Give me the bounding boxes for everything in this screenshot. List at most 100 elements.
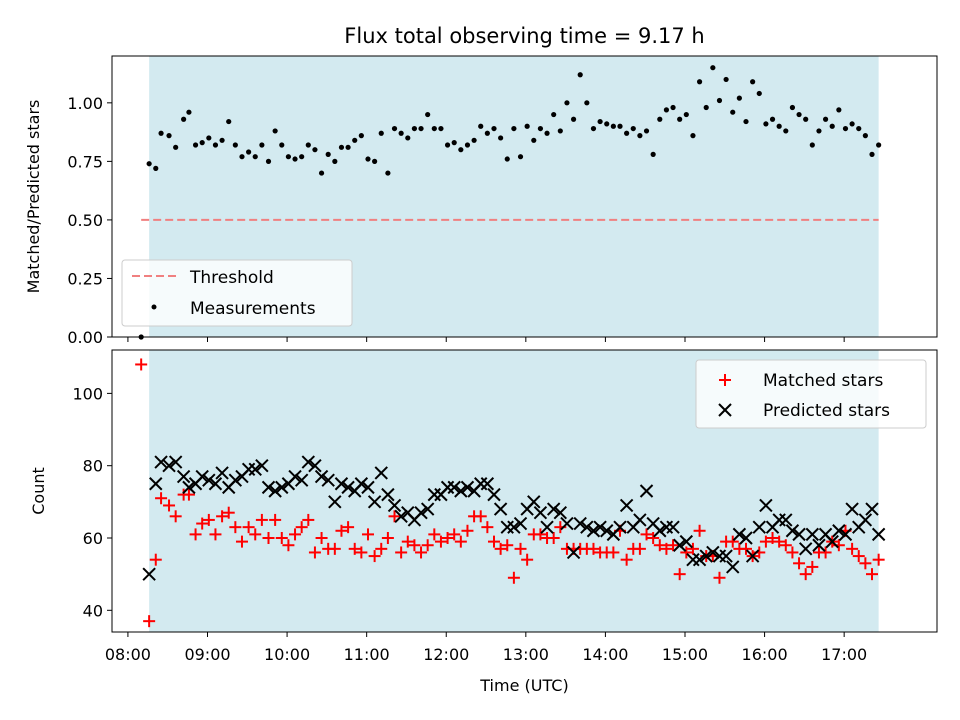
predicted-star-point bbox=[858, 513, 873, 527]
predicted-star-point bbox=[248, 462, 262, 477]
matched-star-point bbox=[202, 513, 215, 526]
measurement-point bbox=[517, 154, 524, 160]
measurement-point bbox=[723, 76, 729, 83]
predicted-star-point bbox=[294, 473, 309, 487]
measurement-point bbox=[657, 116, 663, 122]
measurement-point bbox=[146, 161, 152, 167]
predicted-star-point bbox=[228, 473, 243, 487]
measurement-point bbox=[584, 100, 590, 106]
measurement-point bbox=[259, 142, 265, 148]
ratio-axes-frame bbox=[111, 55, 938, 338]
matched-star-point bbox=[799, 568, 812, 581]
predicted-star-point bbox=[719, 549, 733, 563]
legend-threshold-label: Threshold bbox=[189, 268, 274, 288]
predicted-star-point bbox=[845, 502, 859, 516]
predicted-star-point bbox=[871, 527, 886, 542]
predicted-star-point bbox=[460, 480, 475, 495]
predicted-star-point bbox=[154, 455, 168, 469]
count-y-tick-label: 80 bbox=[83, 457, 103, 476]
count-panel: 40 60 80 100 08:00 09:00 10:00 11:00 12:00 13:00… bbox=[29, 349, 938, 695]
matched-star-point bbox=[209, 528, 222, 541]
matched-star-point bbox=[149, 553, 162, 566]
measurement-point bbox=[564, 100, 570, 106]
measurement-point bbox=[531, 137, 537, 143]
predicted-star-point bbox=[832, 524, 846, 538]
measurement-point bbox=[663, 107, 670, 113]
matched-star-point bbox=[494, 542, 507, 555]
predicted-star-point bbox=[208, 477, 223, 491]
matched-star-point bbox=[401, 535, 414, 548]
measurement-point bbox=[650, 151, 656, 157]
measurement-point bbox=[856, 125, 862, 132]
count-y-axis-label: Count bbox=[29, 467, 48, 515]
matched-star-point bbox=[434, 535, 447, 548]
predicted-star-point bbox=[619, 498, 634, 513]
measurement-point bbox=[869, 151, 875, 157]
predicted-star-point bbox=[255, 458, 269, 473]
matched-star-point bbox=[408, 539, 421, 552]
measurement-point bbox=[849, 121, 855, 127]
measurement-point bbox=[318, 170, 325, 176]
measurement-point bbox=[431, 125, 437, 132]
predicted-star-point bbox=[553, 505, 568, 520]
measurement-point bbox=[181, 116, 187, 122]
measurement-point bbox=[345, 144, 351, 150]
matched-star-point bbox=[547, 532, 560, 544]
matched-star-point bbox=[474, 510, 487, 523]
measurement-point bbox=[643, 128, 650, 134]
matched-star-point bbox=[713, 571, 726, 584]
matched-star-point bbox=[262, 532, 275, 544]
measurement-point bbox=[352, 137, 358, 143]
matched-star-point bbox=[169, 510, 182, 523]
predicted-star-point bbox=[168, 455, 183, 469]
matched-star-point bbox=[249, 528, 262, 541]
predicted-star-point bbox=[739, 531, 753, 545]
matched-star-point bbox=[295, 521, 308, 534]
count-x-tick-label: 08:00 bbox=[105, 645, 151, 664]
measurement-point bbox=[816, 128, 822, 134]
predicted-star-point bbox=[308, 458, 322, 473]
count-y-tick-label: 100 bbox=[72, 384, 103, 403]
predicted-star-point bbox=[288, 469, 302, 484]
measurement-point bbox=[491, 125, 497, 132]
measurement-point bbox=[391, 125, 398, 132]
matched-star-point bbox=[693, 524, 706, 537]
measurement-point bbox=[425, 111, 431, 118]
matched-star-point bbox=[660, 542, 673, 555]
predicted-star-point bbox=[328, 495, 342, 509]
predicted-star-point bbox=[202, 473, 216, 487]
measurement-point bbox=[570, 116, 577, 122]
measurement-point bbox=[158, 130, 164, 136]
matched-star-point bbox=[155, 492, 168, 505]
matched-star-point bbox=[328, 542, 341, 555]
measurement-point bbox=[577, 72, 583, 78]
predicted-star-point bbox=[354, 477, 369, 491]
matched-star-point bbox=[196, 517, 209, 530]
measurement-point bbox=[285, 154, 292, 160]
legend-measurements-label: Measurements bbox=[190, 299, 316, 319]
measurement-point bbox=[763, 121, 769, 127]
matched-star-point bbox=[182, 488, 195, 501]
matched-star-point bbox=[587, 542, 600, 555]
measurement-point bbox=[716, 97, 723, 104]
measurement-point bbox=[232, 142, 238, 148]
predicted-star-point bbox=[268, 484, 282, 498]
count-x-tick-label: 09:00 bbox=[184, 645, 230, 664]
measurement-point bbox=[153, 165, 159, 171]
measurement-point bbox=[504, 156, 510, 162]
predicted-star-point bbox=[639, 484, 654, 498]
measurement-point bbox=[299, 154, 305, 160]
predicted-star-point bbox=[805, 527, 820, 542]
count-y-tick-label: 60 bbox=[83, 529, 103, 548]
measurement-point bbox=[378, 130, 384, 136]
matched-star-point bbox=[375, 542, 388, 555]
measurement-point bbox=[822, 116, 829, 122]
matched-star-point bbox=[342, 521, 355, 534]
measurement-point bbox=[862, 133, 868, 139]
measurement-point bbox=[624, 130, 630, 136]
predicted-star-point bbox=[420, 502, 435, 516]
measurement-point bbox=[212, 142, 219, 148]
matched-star-point bbox=[766, 532, 779, 544]
predicted-star-point bbox=[454, 484, 468, 498]
measurement-point bbox=[610, 123, 616, 129]
